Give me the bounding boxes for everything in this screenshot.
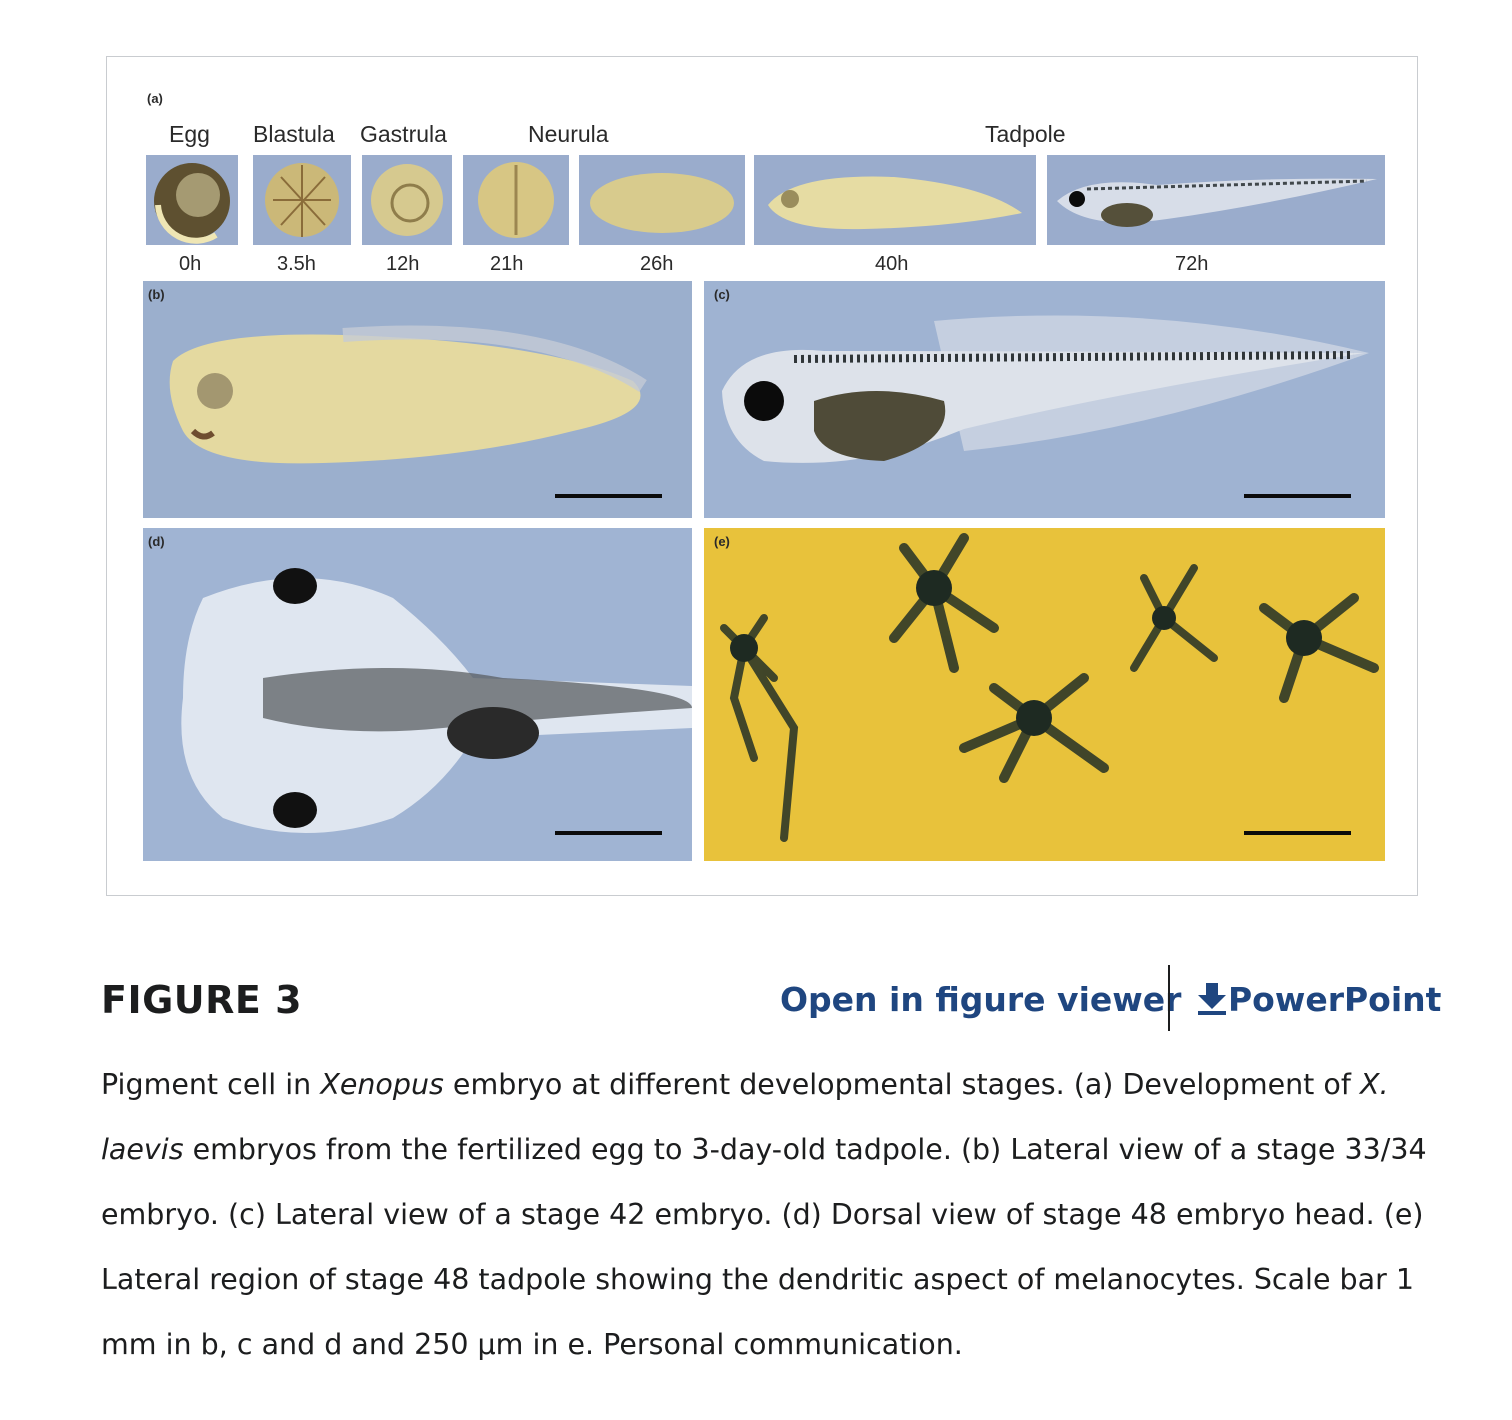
panel-c-label: (c) <box>714 287 730 302</box>
panel-e-label: (e) <box>714 534 730 549</box>
panel-a-label: (a) <box>147 91 163 106</box>
download-icon <box>1198 983 1226 1015</box>
link-divider <box>1168 965 1170 1031</box>
powerpoint-label: PowerPoint <box>1228 980 1442 1019</box>
stage-tadpole-label: Tadpole <box>985 121 1066 147</box>
panel-d-image: (d) <box>143 528 692 861</box>
panel-c-scale-bar <box>1244 494 1351 498</box>
panel-b-label: (b) <box>148 287 165 302</box>
panel-b-image: (b) <box>143 281 692 518</box>
time-12h-label: 12h <box>386 253 420 275</box>
neurula-26h-thumbnail <box>579 155 745 245</box>
stage-egg-label: Egg <box>169 121 210 147</box>
stage-blastula-label: Blastula <box>253 121 335 147</box>
panel-d-label: (d) <box>148 534 165 549</box>
panel-b-scale-bar <box>555 494 662 498</box>
panel-c-image: (c) <box>704 281 1385 518</box>
figure-image[interactable]: (a) Egg Blastula Gastrula Neurula Tadpol… <box>106 56 1418 896</box>
stage-neurula-label: Neurula <box>528 121 609 147</box>
time-26h-label: 26h <box>640 253 674 275</box>
powerpoint-download-link[interactable]: PowerPoint <box>1196 980 1441 1019</box>
time-72h-label: 72h <box>1175 253 1209 275</box>
panel-e-image: (e) <box>704 528 1385 861</box>
caption-italic-species: X. laevis <box>101 1068 1389 1166</box>
open-figure-viewer-link[interactable]: Open in figure viewer <box>780 980 1182 1019</box>
time-3-5h-label: 3.5h <box>277 253 316 275</box>
panel-e-scale-bar <box>1244 831 1351 835</box>
time-0h-label: 0h <box>179 253 202 275</box>
caption-italic-genus: Xenopus <box>320 1068 444 1101</box>
tadpole-40h-thumbnail <box>754 155 1036 245</box>
egg-thumbnail <box>146 155 238 245</box>
gastrula-thumbnail <box>362 155 452 245</box>
panel-d-scale-bar <box>555 831 662 835</box>
time-21h-label: 21h <box>490 253 524 275</box>
stage-gastrula-label: Gastrula <box>360 121 447 147</box>
time-40h-label: 40h <box>875 253 909 275</box>
neurula-thumbnail <box>463 155 569 245</box>
figure-caption: Pigment cell in Xenopus embryo at differ… <box>101 1068 1427 1361</box>
figure-label: FIGURE 3 <box>101 978 303 1022</box>
tadpole-72h-thumbnail <box>1047 155 1385 245</box>
blastula-thumbnail <box>253 155 351 245</box>
